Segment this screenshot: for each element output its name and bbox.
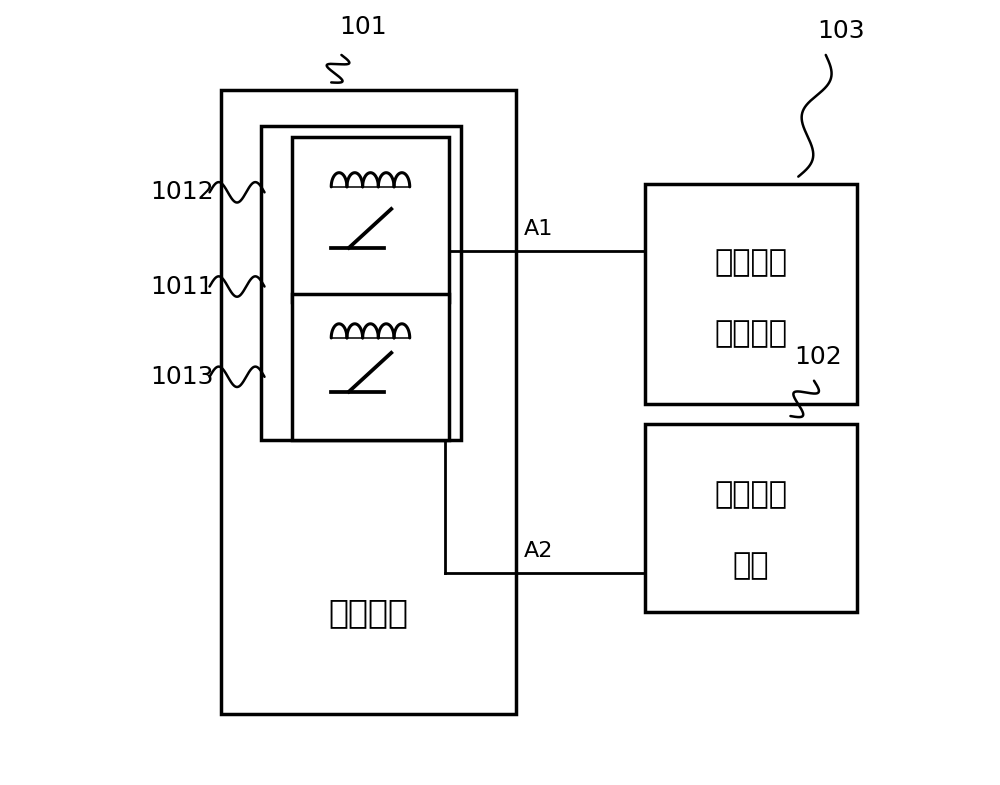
Text: 1013: 1013 xyxy=(151,365,214,389)
Bar xyxy=(645,184,857,404)
Text: 主蓄电池: 主蓄电池 xyxy=(329,596,409,629)
Bar xyxy=(261,126,461,440)
Text: 103: 103 xyxy=(818,20,865,43)
Text: A1: A1 xyxy=(524,220,553,239)
Text: 101: 101 xyxy=(339,16,386,39)
Text: A2: A2 xyxy=(524,542,553,561)
Text: 102: 102 xyxy=(794,345,842,369)
Bar xyxy=(645,424,857,612)
Bar xyxy=(292,294,449,440)
Bar xyxy=(221,90,516,714)
Text: 车端电气: 车端电气 xyxy=(715,480,788,509)
Text: 1011: 1011 xyxy=(151,275,214,298)
Text: 电气部件: 电气部件 xyxy=(715,319,788,348)
Text: 部件: 部件 xyxy=(733,551,769,579)
Bar xyxy=(292,137,449,302)
Text: 自动驾驶: 自动驾驶 xyxy=(715,249,788,277)
Text: 1012: 1012 xyxy=(151,181,214,204)
